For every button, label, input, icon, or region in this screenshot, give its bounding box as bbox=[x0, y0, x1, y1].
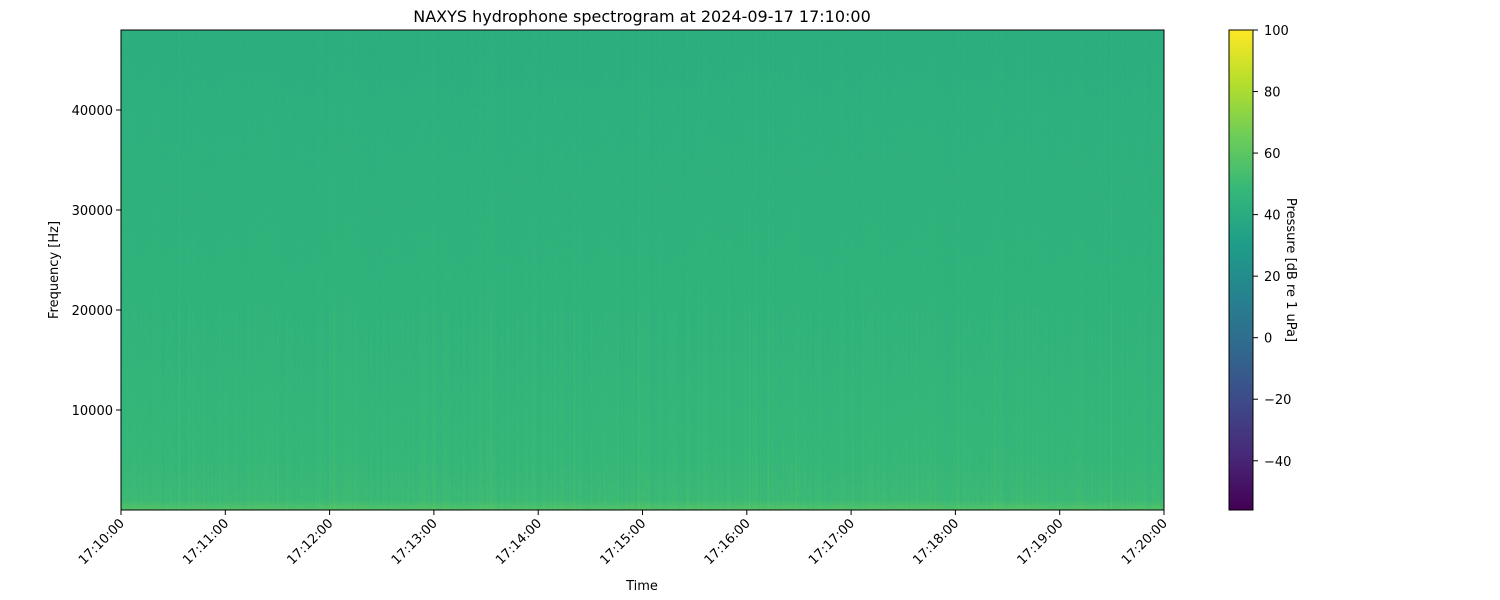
x-tick-label: 17:10:00 bbox=[76, 516, 128, 568]
colorbar-tick-label: −40 bbox=[1264, 455, 1291, 470]
y-tick-label: 10000 bbox=[72, 404, 113, 419]
spectrogram-image bbox=[121, 30, 1164, 510]
y-axis-label: Frequency [Hz] bbox=[47, 221, 62, 319]
plot-frame bbox=[120, 29, 1165, 511]
colorbar-tick-label: 100 bbox=[1264, 24, 1289, 39]
x-tick-label: 17:18:00 bbox=[910, 516, 962, 568]
y-tick-label: 30000 bbox=[72, 204, 113, 219]
chart-title: NAXYS hydrophone spectrogram at 2024-09-… bbox=[413, 7, 871, 26]
x-tick-label: 17:14:00 bbox=[493, 516, 545, 568]
colorbar-frame bbox=[1228, 29, 1254, 511]
colorbar-tick-label: −20 bbox=[1264, 393, 1291, 408]
x-tick-label: 17:17:00 bbox=[806, 516, 858, 568]
colorbar-tick-label: 60 bbox=[1264, 147, 1281, 162]
y-tick-label: 40000 bbox=[72, 104, 113, 119]
x-tick-label: 17:19:00 bbox=[1015, 516, 1067, 568]
x-tick-label: 17:16:00 bbox=[702, 516, 754, 568]
colorbar-tick-label: 0 bbox=[1264, 332, 1272, 347]
colorbar-label: Pressure [dB re 1 uPa] bbox=[1283, 198, 1298, 342]
colorbar-tick-label: 40 bbox=[1264, 209, 1281, 224]
x-tick-label: 17:12:00 bbox=[285, 516, 337, 568]
x-tick-label: 17:13:00 bbox=[389, 516, 441, 568]
y-tick-label: 20000 bbox=[72, 304, 113, 319]
colorbar-tick-label: 80 bbox=[1264, 86, 1281, 101]
colorbar-gradient bbox=[1229, 30, 1253, 510]
x-tick-label: 17:15:00 bbox=[597, 516, 649, 568]
colorbar-tick-label: 20 bbox=[1264, 270, 1281, 285]
x-axis-label: Time bbox=[625, 579, 658, 594]
x-tick-label: 17:11:00 bbox=[180, 516, 232, 568]
x-tick-label: 17:20:00 bbox=[1119, 516, 1171, 568]
